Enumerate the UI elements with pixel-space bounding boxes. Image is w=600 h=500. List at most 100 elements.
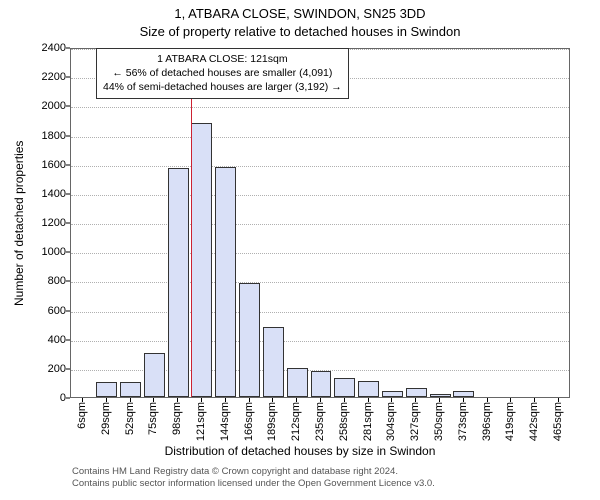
- x-tick-mark: [296, 398, 297, 402]
- y-tick-label: 1800: [26, 130, 66, 142]
- histogram-bar: [96, 382, 117, 397]
- y-tick-label: 1000: [26, 246, 66, 258]
- x-axis-label: Distribution of detached houses by size …: [0, 444, 600, 458]
- x-tick-label: 465sqm: [552, 402, 564, 441]
- x-tick-label: 419sqm: [504, 402, 516, 441]
- marker-line: [191, 49, 192, 397]
- gridline: [71, 137, 569, 138]
- y-tick-mark: [66, 368, 70, 369]
- y-tick-mark: [66, 77, 70, 78]
- x-tick-label: 29sqm: [100, 402, 112, 435]
- x-tick-label: 258sqm: [338, 402, 350, 441]
- footer-line1: Contains HM Land Registry data © Crown c…: [72, 466, 435, 478]
- x-tick-label: 212sqm: [290, 402, 302, 441]
- y-tick-mark: [66, 281, 70, 282]
- histogram-bar: [334, 378, 355, 397]
- x-tick-mark: [558, 398, 559, 402]
- y-tick-mark: [66, 193, 70, 194]
- x-tick-label: 6sqm: [76, 402, 88, 429]
- histogram-bar: [358, 381, 379, 397]
- y-tick-label: 2200: [26, 71, 66, 83]
- x-tick-label: 304sqm: [385, 402, 397, 441]
- y-tick-label: 200: [26, 363, 66, 375]
- x-tick-mark: [82, 398, 83, 402]
- x-tick-mark: [391, 398, 392, 402]
- x-tick-mark: [320, 398, 321, 402]
- annotation-line3: 44% of semi-detached houses are larger (…: [103, 80, 342, 94]
- annotation-line2: ← 56% of detached houses are smaller (4,…: [103, 66, 342, 80]
- histogram-bar: [311, 371, 332, 397]
- gridline: [71, 253, 569, 254]
- x-tick-label: 144sqm: [219, 402, 231, 441]
- gridline: [71, 282, 569, 283]
- y-tick-label: 0: [26, 392, 66, 404]
- x-tick-mark: [225, 398, 226, 402]
- x-tick-label: 281sqm: [362, 402, 374, 441]
- x-tick-label: 52sqm: [124, 402, 136, 435]
- x-tick-label: 373sqm: [457, 402, 469, 441]
- histogram-bar: [120, 382, 141, 397]
- x-tick-label: 98sqm: [171, 402, 183, 435]
- x-tick-mark: [272, 398, 273, 402]
- y-axis-label: Number of detached properties: [12, 140, 26, 305]
- x-tick-mark: [487, 398, 488, 402]
- x-tick-label: 75sqm: [147, 402, 159, 435]
- x-tick-label: 442sqm: [528, 402, 540, 441]
- histogram-bar: [144, 353, 165, 397]
- x-tick-label: 350sqm: [433, 402, 445, 441]
- x-tick-mark: [249, 398, 250, 402]
- annotation-box: 1 ATBARA CLOSE: 121sqm ← 56% of detached…: [96, 48, 349, 99]
- histogram-bar: [168, 168, 189, 397]
- histogram-bar: [406, 388, 427, 397]
- histogram-bar: [263, 327, 284, 397]
- x-tick-mark: [368, 398, 369, 402]
- gridline: [71, 312, 569, 313]
- y-tick-label: 1200: [26, 217, 66, 229]
- x-tick-mark: [130, 398, 131, 402]
- gridline: [71, 166, 569, 167]
- x-tick-label: 121sqm: [195, 402, 207, 441]
- x-tick-mark: [153, 398, 154, 402]
- gridline: [71, 107, 569, 108]
- histogram-bar: [239, 283, 260, 397]
- y-tick-mark: [66, 135, 70, 136]
- x-tick-mark: [510, 398, 511, 402]
- y-tick-label: 600: [26, 305, 66, 317]
- histogram-bar: [430, 394, 451, 397]
- footer-line2: Contains public sector information licen…: [72, 478, 435, 490]
- y-tick-label: 1600: [26, 159, 66, 171]
- histogram-bar: [453, 391, 474, 397]
- footer-attribution: Contains HM Land Registry data © Crown c…: [72, 466, 435, 491]
- gridline: [71, 195, 569, 196]
- histogram-bar: [191, 123, 212, 397]
- y-tick-mark: [66, 223, 70, 224]
- property-size-chart: 1, ATBARA CLOSE, SWINDON, SN25 3DD Size …: [0, 0, 600, 500]
- histogram-bar: [215, 167, 236, 397]
- chart-title-address: 1, ATBARA CLOSE, SWINDON, SN25 3DD: [0, 6, 600, 21]
- x-tick-label: 396sqm: [481, 402, 493, 441]
- y-tick-mark: [66, 48, 70, 49]
- gridline: [71, 341, 569, 342]
- x-tick-mark: [177, 398, 178, 402]
- y-tick-label: 800: [26, 275, 66, 287]
- y-tick-mark: [66, 339, 70, 340]
- x-tick-mark: [201, 398, 202, 402]
- plot-area: [70, 48, 570, 398]
- x-tick-mark: [415, 398, 416, 402]
- x-tick-mark: [106, 398, 107, 402]
- y-tick-mark: [66, 164, 70, 165]
- x-tick-label: 235sqm: [314, 402, 326, 441]
- chart-subtitle: Size of property relative to detached ho…: [0, 24, 600, 39]
- x-tick-mark: [439, 398, 440, 402]
- y-tick-mark: [66, 252, 70, 253]
- x-tick-label: 327sqm: [409, 402, 421, 441]
- x-tick-mark: [463, 398, 464, 402]
- y-tick-mark: [66, 398, 70, 399]
- y-tick-label: 400: [26, 334, 66, 346]
- histogram-bar: [287, 368, 308, 397]
- x-tick-label: 166sqm: [243, 402, 255, 441]
- x-tick-mark: [344, 398, 345, 402]
- y-tick-mark: [66, 106, 70, 107]
- histogram-bar: [382, 391, 403, 397]
- gridline: [71, 224, 569, 225]
